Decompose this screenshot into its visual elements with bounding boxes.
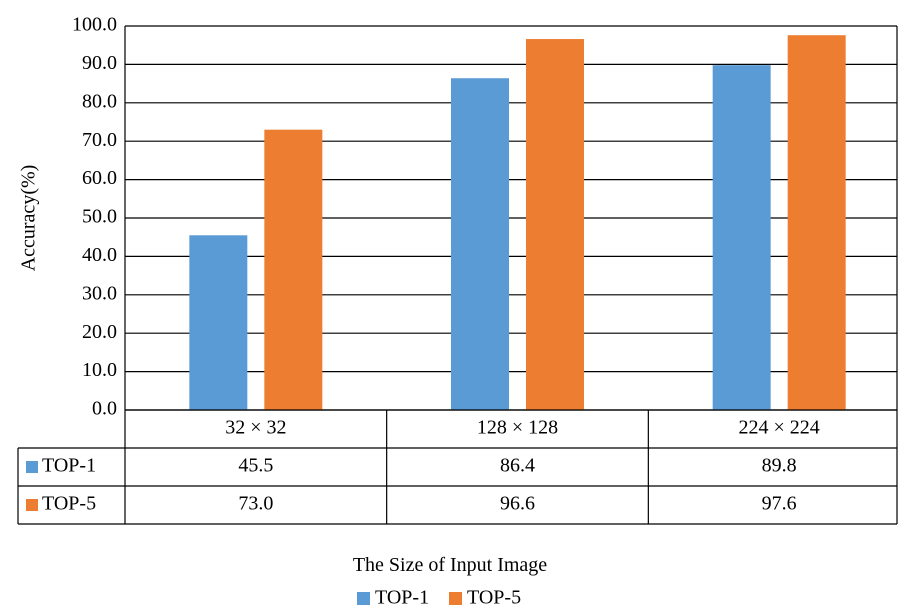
bar-top-1-1: [451, 78, 509, 410]
table-swatch-top-5: [26, 499, 38, 511]
y-axis-ticks: 0.0 10.0 20.0 30.0 40.0 50.0 60.0 70.0 80.0 90.0 1…: [72, 14, 117, 420]
table-value: 97.6: [762, 493, 797, 515]
y-tick-label: 10.0: [82, 359, 117, 381]
category-label: 128 × 128: [477, 417, 558, 439]
table-value: 89.8: [762, 455, 797, 477]
bars: [189, 35, 846, 410]
y-tick-label: 60.0: [82, 167, 117, 189]
y-tick-label: 100.0: [72, 14, 117, 36]
y-axis-title: Accuracy(%): [18, 165, 40, 272]
bar-top-1-0: [189, 235, 248, 410]
table-value: 73.0: [238, 493, 273, 515]
bar-top-1-2: [712, 65, 771, 410]
table-value: 86.4: [500, 455, 535, 477]
category-label: 32 × 32: [225, 417, 286, 439]
gridlines: [125, 25, 897, 411]
y-tick-label: 40.0: [82, 244, 117, 266]
bar-top-5-2: [787, 35, 846, 410]
table-series-name: TOP-5: [42, 493, 96, 515]
bar-top-5-0: [264, 129, 323, 410]
table-swatch-top-1: [26, 461, 38, 473]
legend-label: TOP-5: [467, 587, 521, 609]
category-label: 224 × 224: [739, 417, 820, 439]
legend-swatch-top-5: [449, 592, 462, 605]
bar-top-5-1: [526, 39, 584, 410]
x-axis-title: The Size of Input Image: [353, 554, 547, 576]
legend-label: TOP-1: [375, 587, 429, 609]
y-tick-label: 80.0: [82, 90, 117, 112]
y-tick-label: 50.0: [82, 206, 117, 228]
y-tick-label: 90.0: [82, 52, 117, 74]
table-value: 96.6: [500, 493, 535, 515]
table-series-name: TOP-1: [42, 455, 96, 477]
table-value: 45.5: [238, 455, 273, 477]
legend: TOP-1 TOP-5: [357, 587, 521, 609]
y-tick-label: 0.0: [92, 398, 117, 420]
y-tick-label: 30.0: [82, 282, 117, 304]
legend-swatch-top-1: [357, 592, 370, 605]
y-tick-label: 20.0: [82, 321, 117, 343]
y-tick-label: 70.0: [82, 129, 117, 151]
data-table: 32 × 32 128 × 128 224 × 224 TOP-1 45.5 86.4 89…: [17, 26, 898, 525]
